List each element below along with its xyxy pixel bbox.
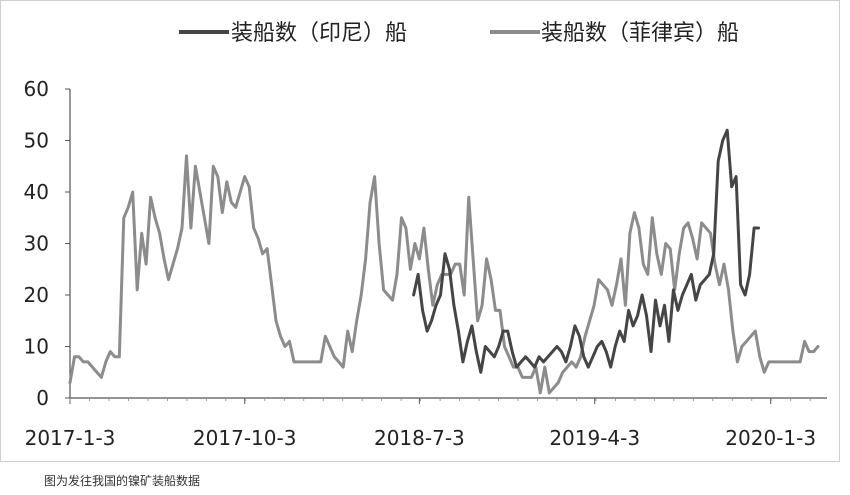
legend-label: 装船数（印尼）船 — [231, 21, 407, 46]
y-tick-label: 50 — [24, 129, 49, 153]
y-tick-label: 60 — [24, 77, 49, 101]
chart-axes: 0 10 20 30 40 50 60 2017-1-3 2017-10-3 2018-7-3 20… — [24, 77, 827, 450]
y-tick-label: 40 — [24, 180, 49, 204]
y-tick-label: 20 — [24, 283, 49, 307]
line-chart: 0 10 20 30 40 50 60 2017-1-3 2017-10-3 2018-7-3 20… — [24, 21, 827, 450]
x-tick-label: 2019-4-3 — [549, 426, 640, 450]
x-tick-label: 2020-1-3 — [725, 426, 816, 450]
x-tick-label: 2017-10-3 — [193, 426, 297, 450]
y-tick-label: 30 — [24, 232, 49, 256]
y-tick-label: 0 — [36, 386, 49, 410]
x-tick-label: 2017-1-3 — [25, 426, 116, 450]
chart-legend: 装船数（印尼）船 装船数（菲律宾）船 — [179, 21, 739, 46]
figure-caption: 图为发往我国的镍矿装船数据 — [44, 474, 201, 488]
chart-frame: 0 10 20 30 40 50 60 2017-1-3 2017-10-3 2018-7-3 20… — [0, 0, 840, 462]
y-tick-label: 10 — [24, 335, 49, 359]
legend-label: 装船数（菲律宾）船 — [541, 21, 739, 46]
series-line-indonesia — [412, 128, 760, 374]
chart-series — [68, 128, 820, 395]
x-tick-label: 2018-7-3 — [374, 426, 465, 450]
